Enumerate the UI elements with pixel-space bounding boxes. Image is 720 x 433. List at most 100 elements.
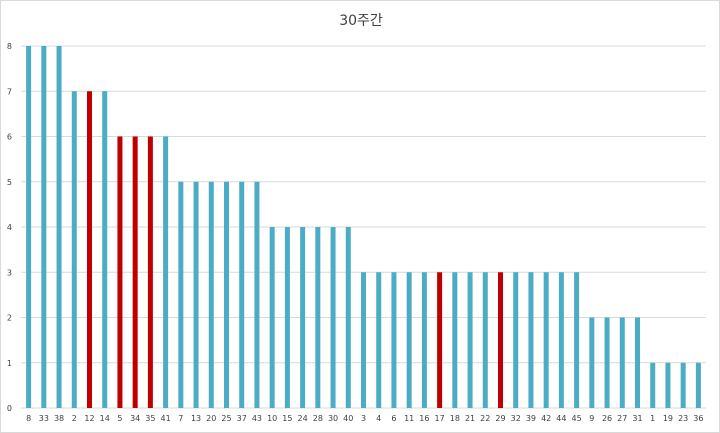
- y-tick-label: 4: [7, 223, 12, 232]
- x-tick-label: 4: [376, 414, 381, 423]
- x-tick-label: 17: [435, 414, 445, 423]
- bar-10: [269, 227, 275, 408]
- x-tick-label: 36: [693, 414, 703, 423]
- bar-13: [193, 181, 199, 408]
- x-axis-ticks: 8 33 38 2 12 14 5 34 35 41 7 13 20 25 37 43 10 15 24 28 30 40…: [26, 414, 703, 423]
- bar-37: [239, 181, 245, 408]
- bar-18: [452, 272, 458, 408]
- x-tick-label: 24: [298, 414, 308, 423]
- bar-15: [284, 227, 290, 408]
- x-tick-label: 6: [391, 414, 396, 423]
- x-tick-label: 5: [117, 414, 122, 423]
- bar-6: [391, 272, 397, 408]
- bar-27: [619, 317, 625, 408]
- y-tick-label: 2: [7, 314, 12, 323]
- bar-3: [361, 272, 366, 408]
- y-tick-label: 5: [7, 178, 12, 187]
- x-tick-label: 13: [191, 414, 201, 423]
- bar-4: [376, 272, 382, 408]
- x-tick-label: 28: [313, 414, 323, 423]
- bars: [26, 46, 701, 408]
- bar-33: [41, 46, 47, 408]
- x-tick-label: 41: [161, 414, 171, 423]
- x-tick-label: 15: [282, 414, 292, 423]
- x-tick-label: 39: [526, 414, 536, 423]
- bar-34: [132, 136, 138, 408]
- bar-44: [558, 272, 564, 408]
- bar-1: [650, 362, 656, 408]
- bar-7: [178, 181, 184, 408]
- bar-21: [467, 272, 473, 408]
- bar-9: [589, 317, 595, 408]
- y-tick-label: 6: [7, 133, 12, 142]
- x-tick-label: 1: [650, 414, 655, 423]
- x-tick-label: 44: [556, 414, 566, 423]
- x-tick-label: 29: [495, 414, 505, 423]
- x-tick-label: 38: [54, 414, 64, 423]
- x-tick-label: 3: [361, 414, 366, 423]
- bar-36: [695, 362, 701, 408]
- bar-30: [330, 227, 336, 408]
- bar-11: [406, 272, 412, 408]
- x-tick-label: 45: [572, 414, 582, 423]
- y-tick-label: 8: [7, 42, 12, 51]
- x-tick-label: 10: [267, 414, 277, 423]
- x-tick-label: 2: [72, 414, 77, 423]
- bar-38: [56, 46, 62, 408]
- x-tick-label: 32: [511, 414, 521, 423]
- x-tick-label: 12: [84, 414, 94, 423]
- x-tick-label: 33: [39, 414, 49, 423]
- x-tick-label: 7: [178, 414, 183, 423]
- bar-5: [117, 136, 123, 408]
- chart-title: 30주간: [339, 13, 383, 29]
- bar-40: [345, 227, 351, 408]
- bar-29: [498, 272, 503, 408]
- y-tick-label: 1: [7, 359, 12, 368]
- bar-16: [421, 272, 427, 408]
- y-tick-label: 0: [7, 404, 12, 413]
- x-tick-label: 9: [589, 414, 594, 423]
- bar-31: [635, 317, 640, 408]
- bar-17: [437, 272, 443, 408]
- x-tick-label: 31: [632, 414, 642, 423]
- x-tick-label: 26: [602, 414, 612, 423]
- bar-20: [208, 181, 214, 408]
- x-tick-label: 16: [419, 414, 429, 423]
- x-tick-label: 21: [465, 414, 475, 423]
- x-tick-label: 42: [541, 414, 551, 423]
- x-tick-label: 43: [252, 414, 262, 423]
- x-tick-label: 14: [100, 414, 110, 423]
- x-tick-label: 8: [26, 414, 31, 423]
- bar-2: [71, 91, 77, 408]
- bar-14: [102, 91, 108, 408]
- bar-22: [482, 272, 488, 408]
- bar-24: [300, 227, 306, 408]
- bar-12: [87, 91, 92, 408]
- x-tick-label: 23: [678, 414, 688, 423]
- x-tick-label: 27: [617, 414, 627, 423]
- y-tick-label: 7: [7, 87, 12, 96]
- bar-28: [315, 227, 321, 408]
- bar-39: [528, 272, 534, 408]
- x-tick-label: 30: [328, 414, 338, 423]
- bar-19: [665, 362, 671, 408]
- y-axis-ticks: 0 1 2 3 4 5 6 7 8: [7, 42, 12, 413]
- bar-43: [254, 181, 260, 408]
- bar-35: [147, 136, 153, 408]
- bar-26: [604, 317, 610, 408]
- x-tick-label: 34: [130, 414, 140, 423]
- x-tick-label: 20: [206, 414, 216, 423]
- x-tick-label: 25: [221, 414, 231, 423]
- bar-41: [163, 136, 169, 408]
- bar-32: [513, 272, 519, 408]
- bar-42: [543, 272, 549, 408]
- bar-25: [224, 181, 229, 408]
- x-tick-label: 35: [145, 414, 155, 423]
- x-tick-label: 19: [663, 414, 673, 423]
- bar-23: [680, 362, 686, 408]
- bar-8: [26, 46, 32, 408]
- x-tick-label: 37: [237, 414, 247, 423]
- x-tick-label: 11: [404, 414, 414, 423]
- y-tick-label: 3: [7, 268, 12, 277]
